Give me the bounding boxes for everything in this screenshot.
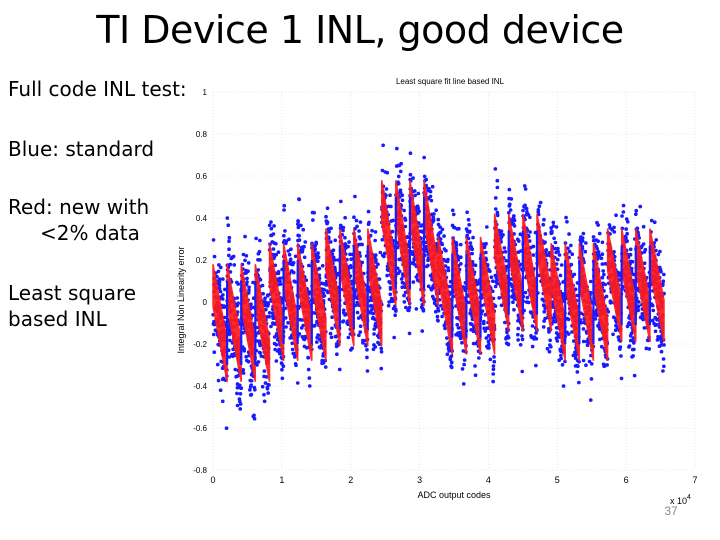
bullet-line: Full code INL test:: [8, 77, 187, 101]
y-tick-label: 0.8: [196, 130, 208, 139]
new-series-band: [325, 228, 341, 347]
new-series-band: [493, 213, 510, 332]
slide-number: 37: [664, 504, 678, 518]
y-tick-label: 0.6: [196, 172, 208, 181]
bullet-least-square: Least square based INL: [8, 280, 136, 332]
bullet-line: <2% data: [40, 221, 140, 245]
inl-chart: 0 1 2 3 4 5 6 7 1 0.8 0.6 0.4 0.2 0 -0.2 -0.4 -0.6 -0.8 L…: [170, 70, 715, 510]
bullet-full-code: Full code INL test:: [8, 76, 187, 102]
y-axis-label: Integral Non Linearity error: [176, 246, 186, 353]
chart-title: Least square fit line based INL: [396, 77, 505, 86]
x-tick-label: 6: [624, 475, 629, 485]
new-series-band: [507, 213, 524, 332]
new-series: [212, 180, 665, 382]
slide-title: TI Device 1 INL, good device: [96, 8, 624, 52]
bullet-red: Red: new with <2% data: [8, 194, 149, 246]
x-tick-label: 1: [279, 475, 284, 485]
x-multiplier-exponent: 4: [687, 494, 691, 501]
y-tick-label: -0.2: [193, 340, 207, 349]
x-tick-label: 7: [692, 475, 697, 485]
x-tick-label: 3: [417, 475, 422, 485]
new-series-band: [536, 213, 552, 332]
y-tick-label: 1: [203, 88, 208, 97]
y-tick-label: 0.2: [196, 256, 208, 265]
bullet-line: Red: new with: [8, 195, 150, 219]
y-tick-label: 0.4: [196, 214, 208, 223]
x-tick-label: 0: [210, 475, 215, 485]
x-multiplier-label: x 10: [670, 496, 687, 506]
inl-chart-svg: 0 1 2 3 4 5 6 7 1 0.8 0.6 0.4 0.2 0 -0.2 -0.4 -0.6 -0.8 L…: [176, 77, 698, 506]
y-tick-label: 0: [203, 298, 208, 307]
new-series-band: [606, 228, 623, 343]
bullet-line: Least square: [8, 281, 137, 305]
x-tick-label: 2: [348, 475, 353, 485]
new-series-band: [550, 243, 566, 361]
new-series-band: [380, 180, 397, 307]
x-tick-label: 4: [486, 475, 491, 485]
x-tick-label: 5: [555, 475, 560, 485]
bullet-line: Blue: standard: [8, 137, 155, 161]
bullet-line: based INL: [8, 307, 107, 331]
bullet-blue: Blue: standard: [8, 136, 154, 162]
y-tick-label: -0.8: [193, 466, 207, 475]
x-multiplier: x 104: [670, 494, 691, 506]
y-tick-label: -0.4: [193, 382, 207, 391]
y-tick-label: -0.6: [193, 424, 207, 433]
new-series-band: [268, 243, 285, 361]
tick-layer: 0 1 2 3 4 5 6 7 1 0.8 0.6 0.4 0.2 0 -0.2 -0.4 -0.6 -0.8: [193, 88, 697, 485]
new-series-band: [437, 236, 454, 355]
new-series-band: [212, 264, 228, 382]
x-axis-label: ADC output codes: [417, 490, 491, 500]
